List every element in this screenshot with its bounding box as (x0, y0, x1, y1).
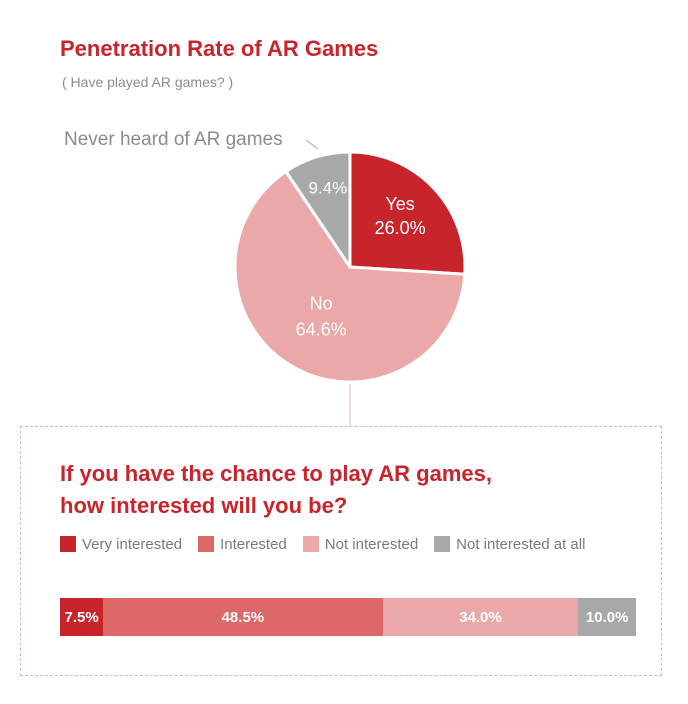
legend-item-not-interested-at-all: Not interested at all (434, 536, 585, 553)
legend-label: Not interested at all (456, 535, 586, 553)
page-subtitle: ( Have played AR games? ) (62, 74, 234, 90)
pie-value-no: 64.6% (296, 319, 347, 339)
pie-slice-yes (348, 150, 467, 276)
legend-swatch (60, 536, 76, 552)
pie-chart: Yes 26.0% No 64.6% 9.4% Never heard of AR gam… (64, 129, 467, 426)
legend-swatch (302, 536, 319, 552)
pie-value-never-heard: 9.4% (308, 179, 347, 198)
bar-legend: Very interested Interested Not interested N… (60, 534, 585, 554)
page-title: Penetration Rate of AR Games (60, 36, 379, 61)
legend-item-very-interested: Very interested (60, 536, 182, 553)
legend-label: Not interested (324, 535, 419, 553)
bar-value-label: 34.0% (459, 608, 502, 626)
pie-value-yes: 26.0% (375, 218, 426, 238)
legend-item-not-interested: Not interested (302, 535, 419, 553)
legend-item-interested: Interested (198, 536, 287, 553)
leader-line (305, 139, 319, 150)
pie-label-never-heard: Never heard of AR games (64, 129, 283, 150)
pie-label-no: No (310, 293, 333, 313)
bar-segment-not-interested-at-all: 10.0% (578, 598, 636, 636)
bar-segment-not-interested: 34.0% (382, 598, 579, 636)
pie-slice-never-heard-of-ar-games (284, 150, 352, 269)
bar-value-label: 48.5% (221, 608, 265, 626)
stacked-bar: 7.5% 48.5% 34.0% 10.0% (60, 598, 636, 636)
question-line-1: If you have the chance to play AR games, (60, 461, 492, 486)
interest-panel (20, 426, 662, 676)
pie-labels: Yes 26.0% No 64.6% 9.4% Never heard of AR gam… (64, 129, 426, 339)
legend-swatch (434, 536, 451, 552)
pie-slice-no (233, 169, 467, 384)
bar-segment-interested: 48.5% (103, 598, 383, 636)
legend-label: Very interested (82, 535, 183, 553)
legend-label: Interested (220, 535, 287, 553)
question-line-2: how interested will you be? (60, 493, 348, 518)
bar-value-label: 10.0% (585, 608, 629, 626)
legend-swatch (198, 536, 215, 552)
bar-segment-very-interested: 7.5% (60, 598, 104, 636)
question-title: If you have the chance to play AR games,… (60, 458, 620, 522)
pie-label-yes: Yes (385, 194, 414, 214)
pie-slices (233, 150, 467, 384)
bar-value-label: 7.5% (64, 608, 99, 626)
